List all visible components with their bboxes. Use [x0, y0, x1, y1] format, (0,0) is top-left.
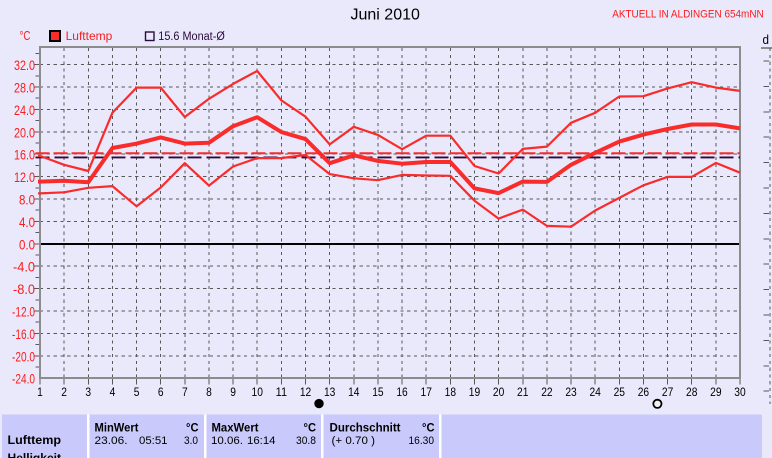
svg-text:10: 10 [252, 385, 264, 399]
svg-text:4: 4 [110, 385, 116, 399]
svg-text:3: 3 [85, 385, 91, 399]
svg-text:°C: °C [422, 423, 435, 435]
svg-text:14: 14 [348, 385, 360, 399]
svg-text:Helligkeit: Helligkeit [8, 453, 62, 458]
svg-text:24.0: 24.0 [14, 102, 35, 118]
svg-text:2: 2 [61, 385, 67, 399]
svg-text:-8.0: -8.0 [13, 281, 35, 297]
svg-text:-16.0: -16.0 [12, 326, 35, 342]
svg-text:MaxWert: MaxWert [212, 423, 259, 435]
svg-text:°C: °C [20, 29, 31, 43]
svg-text:15.6 Monat-Ø: 15.6 Monat-Ø [158, 31, 225, 43]
svg-text:17: 17 [421, 385, 433, 399]
svg-text:10.06.: 10.06. [211, 435, 243, 447]
svg-text:23: 23 [565, 385, 577, 399]
svg-text:12.0: 12.0 [14, 169, 35, 185]
svg-text:d: d [763, 32, 770, 47]
svg-text:7: 7 [182, 385, 188, 399]
svg-text:20: 20 [493, 385, 505, 399]
svg-text:16.0: 16.0 [14, 147, 35, 163]
svg-text:30.8: 30.8 [296, 435, 316, 447]
svg-text:-12.0: -12.0 [12, 304, 35, 320]
svg-text:Durchschnitt: Durchschnitt [330, 423, 401, 435]
svg-text:Juni 2010: Juni 2010 [351, 7, 420, 24]
svg-text:28: 28 [686, 385, 698, 399]
svg-text:°C: °C [304, 423, 317, 435]
svg-text:11: 11 [276, 385, 288, 399]
svg-text:16:14: 16:14 [247, 435, 276, 447]
svg-text:-4.0: -4.0 [13, 259, 35, 275]
svg-text:-20.0: -20.0 [12, 348, 35, 364]
svg-text:°C: °C [186, 423, 199, 435]
svg-text:16: 16 [396, 385, 408, 399]
svg-text:Lufttemp: Lufttemp [8, 435, 62, 447]
svg-text:27: 27 [662, 385, 674, 399]
svg-text:24: 24 [589, 385, 601, 399]
svg-text:3.0: 3.0 [184, 435, 198, 447]
svg-text:Lufttemp: Lufttemp [66, 29, 113, 43]
svg-text:26: 26 [638, 385, 650, 399]
svg-text:15: 15 [372, 385, 384, 399]
svg-text:25: 25 [614, 385, 626, 399]
svg-text:30: 30 [734, 385, 746, 399]
svg-text:13: 13 [324, 385, 336, 399]
svg-text:12: 12 [300, 385, 312, 399]
svg-text:AKTUELL IN ALDINGEN 654mNN: AKTUELL IN ALDINGEN 654mNN [612, 8, 764, 20]
svg-text:-24.0: -24.0 [12, 371, 35, 387]
svg-text:16.30: 16.30 [409, 435, 435, 447]
svg-text:8: 8 [206, 385, 212, 399]
svg-text:20.0: 20.0 [14, 124, 35, 140]
svg-text:29: 29 [710, 385, 722, 399]
svg-text:4.0: 4.0 [19, 214, 35, 230]
svg-text:05:51: 05:51 [139, 435, 168, 447]
svg-text:19: 19 [469, 385, 481, 399]
svg-text:21: 21 [517, 385, 529, 399]
svg-text:8.0: 8.0 [19, 192, 35, 208]
svg-text:1: 1 [37, 385, 43, 399]
svg-text:MinWert: MinWert [95, 423, 139, 435]
svg-text:32.0: 32.0 [14, 57, 35, 73]
svg-text:28.0: 28.0 [14, 80, 35, 96]
svg-text:22: 22 [541, 385, 553, 399]
svg-text:23.06.: 23.06. [95, 435, 128, 447]
svg-text:(+ 0.70 ): (+ 0.70 ) [332, 435, 376, 447]
svg-text:0.0: 0.0 [19, 236, 35, 252]
svg-text:18: 18 [445, 385, 457, 399]
svg-text:6: 6 [158, 385, 164, 399]
svg-text:9: 9 [230, 385, 236, 399]
svg-text:5: 5 [134, 385, 140, 399]
